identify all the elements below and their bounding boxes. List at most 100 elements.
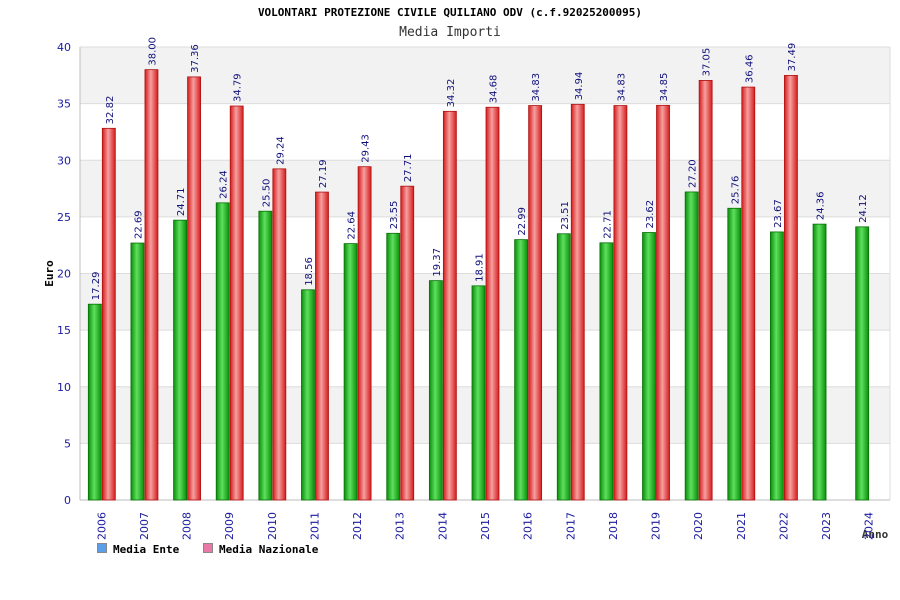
x-tick-label: 2021	[735, 512, 748, 540]
data-label-media-ente: 17.29	[91, 272, 102, 301]
data-label-media-ente: 23.51	[560, 201, 571, 230]
x-tick-label: 2009	[223, 512, 236, 540]
bar-media-ente	[301, 289, 315, 501]
x-tick-label: 2008	[181, 512, 194, 540]
data-label-media-nazionale: 34.32	[446, 79, 457, 108]
x-tick-label: 2013	[394, 512, 407, 540]
bar-media-nazionale	[656, 104, 670, 501]
bar-media-nazionale	[315, 191, 329, 501]
data-label-media-ente: 25.50	[261, 179, 272, 208]
bar-media-ente	[215, 202, 230, 501]
bar-media-ente	[173, 219, 187, 501]
data-label-media-ente: 26.24	[219, 170, 230, 199]
y-tick-label: 30	[57, 154, 71, 167]
y-tick-label: 15	[57, 324, 71, 337]
data-label-media-ente: 22.71	[602, 210, 613, 239]
bar-media-ente	[386, 232, 401, 501]
data-label-media-nazionale: 34.83	[531, 73, 542, 102]
data-label-media-nazionale: 32.82	[105, 96, 116, 125]
bar-media-nazionale	[144, 69, 159, 501]
bar-media-ente	[514, 239, 529, 501]
data-label-media-nazionale: 34.83	[616, 73, 627, 102]
data-label-media-nazionale: 38.00	[147, 37, 158, 66]
bar-media-ente	[642, 232, 656, 501]
data-label-media-ente: 22.69	[133, 210, 144, 239]
data-label-media-ente: 18.91	[475, 253, 486, 282]
bar-media-nazionale	[741, 86, 756, 501]
grid-band	[80, 47, 890, 104]
x-tick-label: 2020	[692, 512, 705, 540]
x-tick-label: 2012	[351, 512, 364, 540]
y-tick-label: 0	[64, 494, 71, 507]
y-tick-label: 10	[57, 381, 71, 394]
bar-media-nazionale	[528, 105, 543, 501]
bar-media-ente	[812, 223, 827, 501]
data-label-media-nazionale: 34.68	[489, 75, 500, 104]
y-tick-label: 20	[57, 268, 71, 281]
x-tick-label: 2016	[522, 512, 535, 540]
bar-media-nazionale	[442, 110, 457, 501]
x-tick-label: 2007	[138, 512, 151, 540]
x-tick-label: 2006	[95, 512, 108, 540]
data-label-media-ente: 27.20	[688, 159, 699, 188]
legend-label-nazionale: Media Nazionale	[219, 543, 319, 556]
data-label-media-nazionale: 29.43	[361, 134, 372, 163]
data-label-media-ente: 24.12	[858, 194, 869, 223]
data-label-media-nazionale: 37.36	[190, 44, 201, 73]
bar-media-nazionale	[784, 75, 798, 501]
x-tick-label: 2017	[564, 512, 577, 540]
data-label-media-nazionale: 34.79	[233, 73, 244, 102]
data-label-media-ente: 19.37	[432, 248, 443, 277]
bar-media-ente	[727, 207, 742, 501]
x-tick-label: 2018	[607, 512, 620, 540]
data-label-media-nazionale: 34.85	[659, 73, 670, 102]
y-tick-label: 5	[64, 437, 71, 450]
data-label-media-nazionale: 37.49	[787, 43, 798, 72]
legend-item-media-nazionale: Media Nazionale	[203, 543, 318, 556]
legend-item-media-ente: Media Ente	[97, 543, 179, 556]
bar-media-nazionale	[357, 166, 372, 501]
x-tick-label: 2010	[266, 512, 279, 540]
y-tick-label: 40	[57, 41, 71, 54]
bar-media-nazionale	[229, 105, 244, 501]
bar-media-ente	[343, 243, 358, 501]
x-tick-label: 2015	[479, 512, 492, 540]
x-tick-label: 2014	[436, 512, 449, 540]
bar-media-ente	[855, 226, 870, 501]
bar-media-nazionale	[272, 168, 287, 501]
grid-band	[80, 103, 890, 161]
bar-media-ente	[471, 285, 486, 501]
data-label-media-ente: 23.62	[645, 200, 656, 229]
bar-media-ente	[428, 280, 443, 501]
legend-swatch-ente	[97, 543, 107, 553]
data-label-media-nazionale: 27.71	[403, 154, 414, 183]
x-axis-label: Anno	[862, 528, 889, 541]
chart-subtitle: Media Importi	[399, 25, 501, 40]
bar-media-nazionale	[101, 127, 116, 501]
data-label-media-nazionale: 34.94	[574, 72, 585, 101]
data-label-media-ente: 23.55	[389, 201, 400, 230]
bar-media-nazionale	[613, 105, 628, 501]
bar-media-ente	[130, 242, 145, 501]
bar-media-ente	[258, 210, 273, 501]
bar-media-nazionale	[570, 103, 585, 501]
legend-label-ente: Media Ente	[113, 543, 180, 556]
y-axis-label: Euro	[43, 260, 56, 287]
data-label-media-ente: 25.76	[730, 176, 741, 205]
chart-title: VOLONTARI PROTEZIONE CIVILE QUILIANO ODV…	[257, 6, 643, 19]
bar-media-nazionale	[698, 80, 713, 501]
data-label-media-ente: 22.64	[347, 211, 358, 240]
bar-media-nazionale	[485, 106, 500, 501]
y-tick-label: 35	[57, 98, 71, 111]
bar-media-ente	[87, 303, 102, 501]
legend-swatch-nazionale	[203, 543, 213, 553]
data-label-media-ente: 24.71	[176, 188, 187, 217]
x-tick-label: 2023	[820, 512, 833, 540]
bar-media-ente	[556, 233, 571, 501]
grid-band	[80, 160, 890, 217]
bar-media-ente	[770, 231, 784, 501]
data-label-media-nazionale: 37.05	[702, 48, 713, 77]
bar-media-nazionale	[400, 185, 415, 501]
